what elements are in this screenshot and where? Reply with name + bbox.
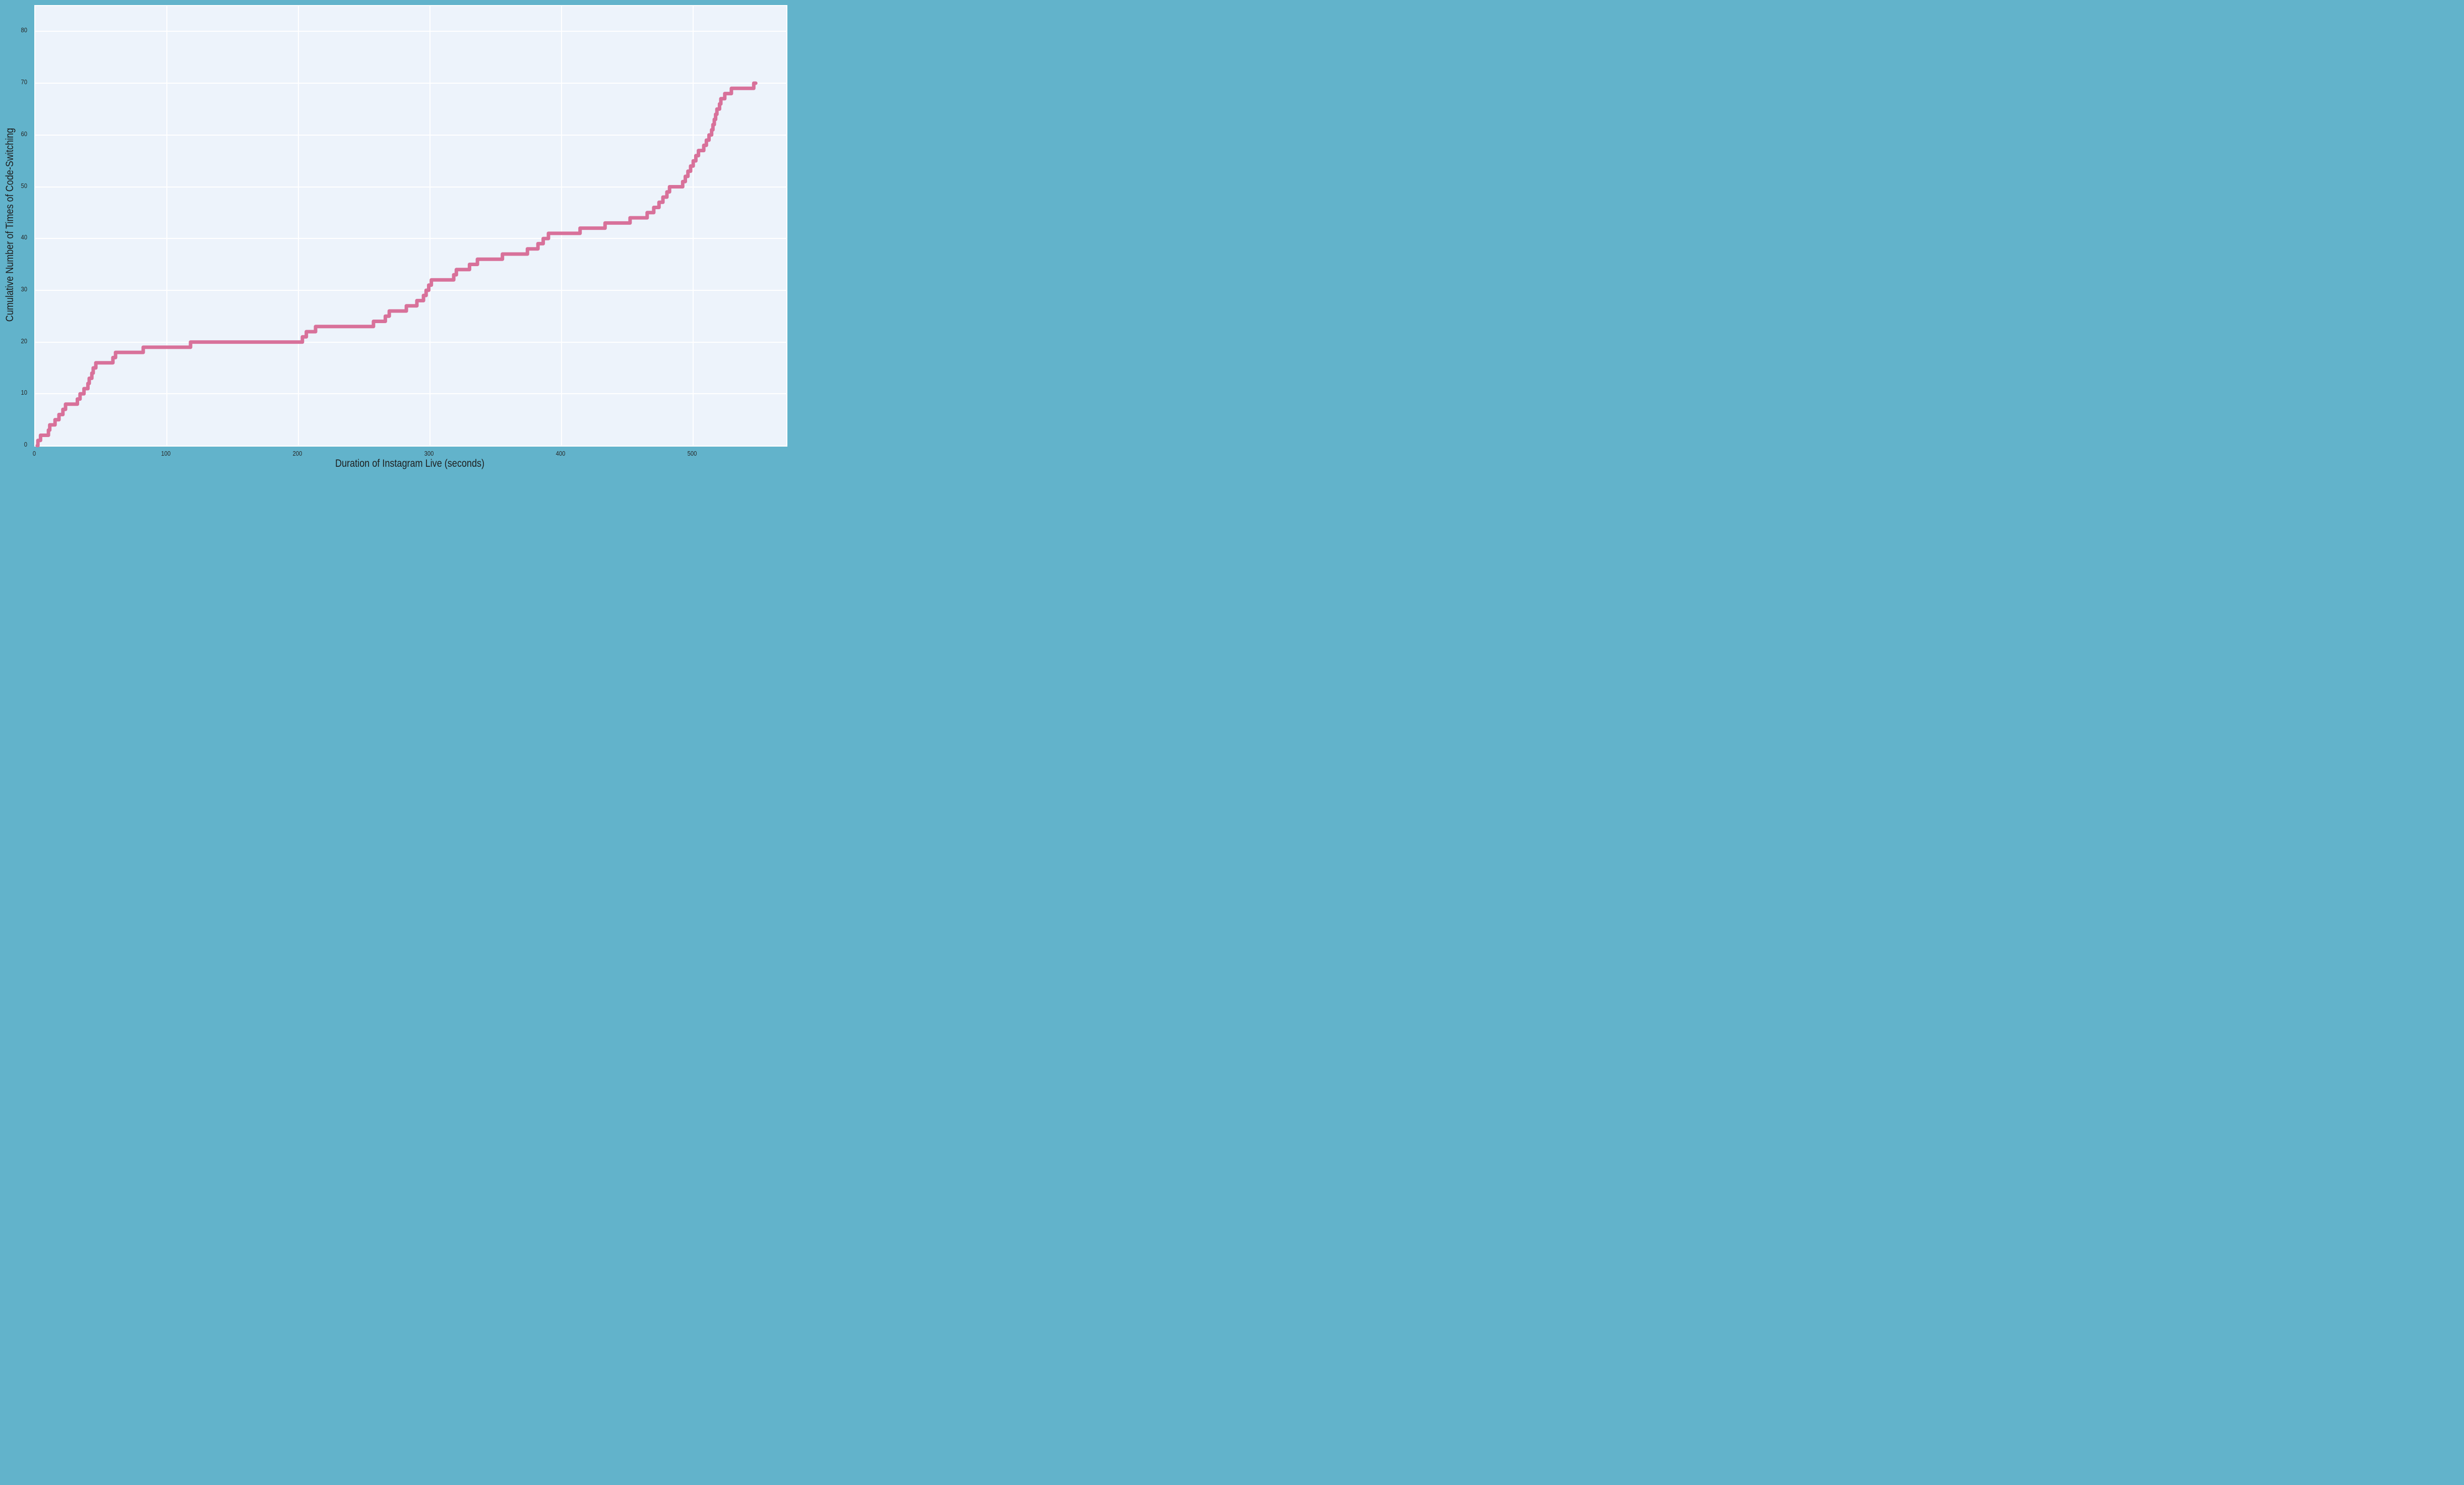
x-gridline <box>166 6 167 446</box>
y-gridline <box>35 31 786 32</box>
y-tick-label: 30 <box>21 285 27 293</box>
y-tick-label: 0 <box>24 441 27 448</box>
y-gridline <box>35 341 786 343</box>
y-tick-label: 80 <box>21 27 27 34</box>
x-tick-label: 400 <box>556 450 566 457</box>
step-line-svg <box>35 81 758 448</box>
y-gridline <box>35 238 786 239</box>
x-gridline <box>429 6 431 446</box>
y-tick-label: 40 <box>21 234 27 241</box>
y-tick-label: 10 <box>21 389 27 397</box>
y-gridline <box>35 83 786 84</box>
x-tick-label: 0 <box>32 450 36 457</box>
y-gridline <box>35 186 786 188</box>
y-gridline <box>35 393 786 395</box>
x-gridline <box>561 6 563 446</box>
y-tick-label: 70 <box>21 79 27 86</box>
x-gridline <box>693 6 694 446</box>
y-gridline <box>35 289 786 291</box>
x-tick-label: 100 <box>161 450 171 457</box>
y-tick-label: 60 <box>21 130 27 138</box>
cumulative-step-line <box>35 81 758 448</box>
plot-area <box>34 5 787 448</box>
y-tick-label: 20 <box>21 337 27 345</box>
y-axis-title: Cumulative Number of Times of Code-Switc… <box>4 128 16 322</box>
x-gridline <box>298 6 299 446</box>
x-tick-label: 500 <box>687 450 697 457</box>
x-axis-title: Duration of Instagram Live (seconds) <box>335 458 485 469</box>
x-tick-label: 200 <box>292 450 302 457</box>
y-tick-label: 50 <box>21 182 27 190</box>
y-gridline <box>35 134 786 136</box>
figure: 0 100 200 300 400 500 0 10 20 30 40 50 60 70 80 Durat… <box>0 0 790 476</box>
x-tick-label: 300 <box>424 450 434 457</box>
